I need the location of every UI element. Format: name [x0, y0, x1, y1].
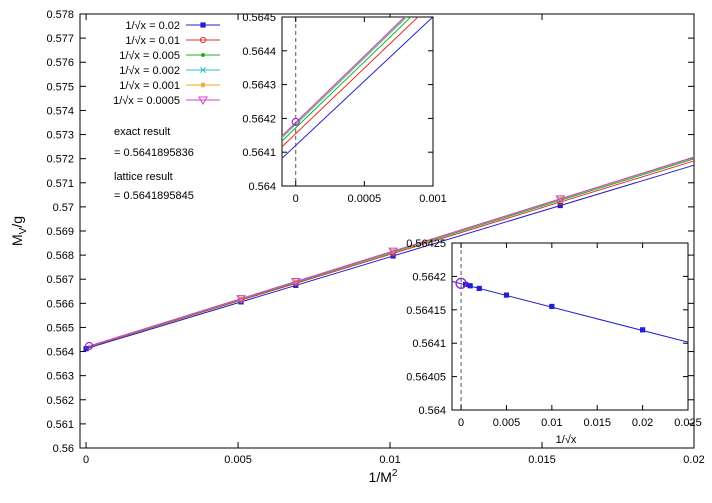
legend-label-2: 1/√x = 0.005: [119, 50, 180, 62]
x-axis-label-text: 1/M: [369, 469, 392, 485]
y-tick-label: 0.57: [53, 202, 74, 214]
y-tick-label: 0.5641: [412, 338, 446, 350]
x-axis-label: 1/M2: [369, 468, 398, 485]
inset-bottom-exact-point: [455, 277, 467, 290]
y-tick-label: 0.561: [46, 419, 74, 431]
series-5-point: [290, 277, 301, 287]
y-tick-label: 0.5643: [242, 80, 276, 92]
inset-bottom-x-axis-label: 1/√x: [556, 434, 577, 446]
annotation-exact-value: = 0.5641895836: [114, 147, 194, 159]
x-tick-label: 0: [458, 417, 464, 429]
y-axis-label-tail: /g: [9, 216, 25, 228]
inset-bottom-point: [467, 283, 473, 289]
y-tick-label: 0.564: [248, 181, 276, 193]
inset-top-series-line-0: [282, 17, 433, 159]
x-tick-label: 0.005: [493, 417, 521, 429]
y-tick-label: 0.56: [53, 443, 74, 455]
x-axis-label-superscript: 2: [392, 468, 398, 479]
y-tick-label: 0.565: [46, 322, 74, 334]
inset-bottom-point: [476, 285, 482, 292]
legend: 1/√x = 0.02 1/√x = 0.01 1/√x = 0.005 1/√x =…: [113, 20, 220, 107]
y-tick-label: 0.569: [46, 226, 74, 238]
x-tick-label: 0.001: [419, 193, 447, 205]
inset-bottom-plot: 0 0.005 0.01 0.015 0.02 0.025 0.564 0.56405 0.56…: [406, 238, 702, 446]
x-tick-label: 0.005: [224, 454, 252, 466]
inset-bottom-area: [451, 242, 689, 411]
y-tick-label: 0.5641: [242, 147, 276, 159]
legend-swatch-marker-4: [200, 82, 206, 88]
x-tick-label: 0: [293, 193, 299, 205]
annotation-exact-label: exact result: [114, 126, 170, 138]
x-tick-label: 0.015: [583, 417, 611, 429]
y-tick-label: 0.5642: [412, 271, 446, 283]
y-tick-label: 0.56425: [406, 238, 446, 250]
series-line-1: [85, 160, 695, 349]
x-tick-label: 0.02: [683, 454, 704, 466]
annotation-lattice-label: lattice result: [114, 171, 173, 183]
inset-top-area: [281, 16, 434, 187]
y-tick-label: 0.571: [46, 178, 74, 190]
inset-bottom-fit-line: [452, 280, 688, 343]
series-line-0: [85, 164, 695, 350]
inset-bottom-point: [640, 327, 646, 333]
y-tick-label: 0.566: [46, 298, 74, 310]
y-tick-label: 0.56405: [406, 372, 446, 384]
legend-label-4: 1/√x = 0.001: [119, 80, 180, 92]
legend-swatch-marker-2: [201, 53, 205, 57]
y-tick-label: 0.572: [46, 154, 74, 166]
legend-swatch-marker-3: [200, 67, 206, 73]
y-tick-label: 0.567: [46, 274, 74, 286]
y-tick-label: 0.562: [46, 395, 74, 407]
legend-label-0: 1/√x = 0.02: [125, 20, 180, 32]
y-tick-label: 0.5642: [242, 113, 276, 125]
annotation-lattice-value: = 0.5641895845: [114, 190, 194, 202]
series-0-point: [557, 202, 563, 209]
legend-label-5: 1/√x = 0.0005: [113, 95, 180, 107]
legend-label-1: 1/√x = 0.01: [125, 35, 180, 47]
inset-top-series-line-3: [282, 17, 408, 139]
y-tick-label: 0.575: [46, 81, 74, 93]
y-tick-label: 0.56415: [406, 305, 446, 317]
y-axis-label-text: M: [9, 234, 25, 246]
series-line-5: [85, 156, 695, 348]
inset-top-series-line-5: [282, 17, 406, 137]
exact-result-point: [84, 341, 94, 351]
x-tick-label: 0.025: [674, 417, 702, 429]
y-tick-label: 0.564: [418, 405, 446, 417]
x-tick-label: 0.015: [528, 454, 556, 466]
y-tick-label: 0.563: [46, 371, 74, 383]
inset-top-series-line-1: [282, 17, 419, 148]
y-tick-label: 0.564: [46, 347, 74, 359]
y-tick-label: 0.576: [46, 57, 74, 69]
y-tick-label: 0.5645: [242, 12, 276, 24]
y-axis-label: MV/g: [9, 216, 29, 246]
legend-swatch-marker-0: [200, 22, 206, 28]
y-tick-label: 0.573: [46, 130, 74, 142]
legend-swatch-marker-1: [199, 36, 207, 44]
inset-bottom-point: [549, 303, 555, 310]
y-tick-label: 0.574: [46, 105, 74, 117]
legend-label-3: 1/√x = 0.002: [119, 65, 180, 77]
series-5-point: [236, 295, 246, 304]
x-tick-label: 0.0005: [348, 193, 382, 205]
y-tick-label: 0.577: [46, 33, 74, 45]
inset-top-plot: 0 0.0005 0.001 0.564 0.5641 0.5642 0.5643 0.564…: [242, 12, 447, 205]
x-tick-label: 0: [83, 454, 89, 466]
inset-bottom-point: [503, 292, 510, 298]
y-tick-label: 0.578: [46, 9, 74, 21]
x-tick-label: 0.01: [379, 454, 400, 466]
y-tick-label: 0.568: [46, 250, 74, 262]
y-axis-label-subscript: V: [18, 227, 29, 234]
inset-top-series-line-2: [282, 17, 412, 142]
series-5-point: [388, 247, 398, 257]
x-tick-label: 0.02: [632, 417, 653, 429]
y-tick-label: 0.5644: [242, 46, 276, 58]
x-tick-label: 0.01: [541, 417, 562, 429]
legend-swatch-marker-5: [198, 96, 208, 106]
inset-top-exact-point: [291, 117, 300, 127]
inset-top-lines: [282, 17, 433, 159]
series-5-point: [555, 195, 566, 204]
